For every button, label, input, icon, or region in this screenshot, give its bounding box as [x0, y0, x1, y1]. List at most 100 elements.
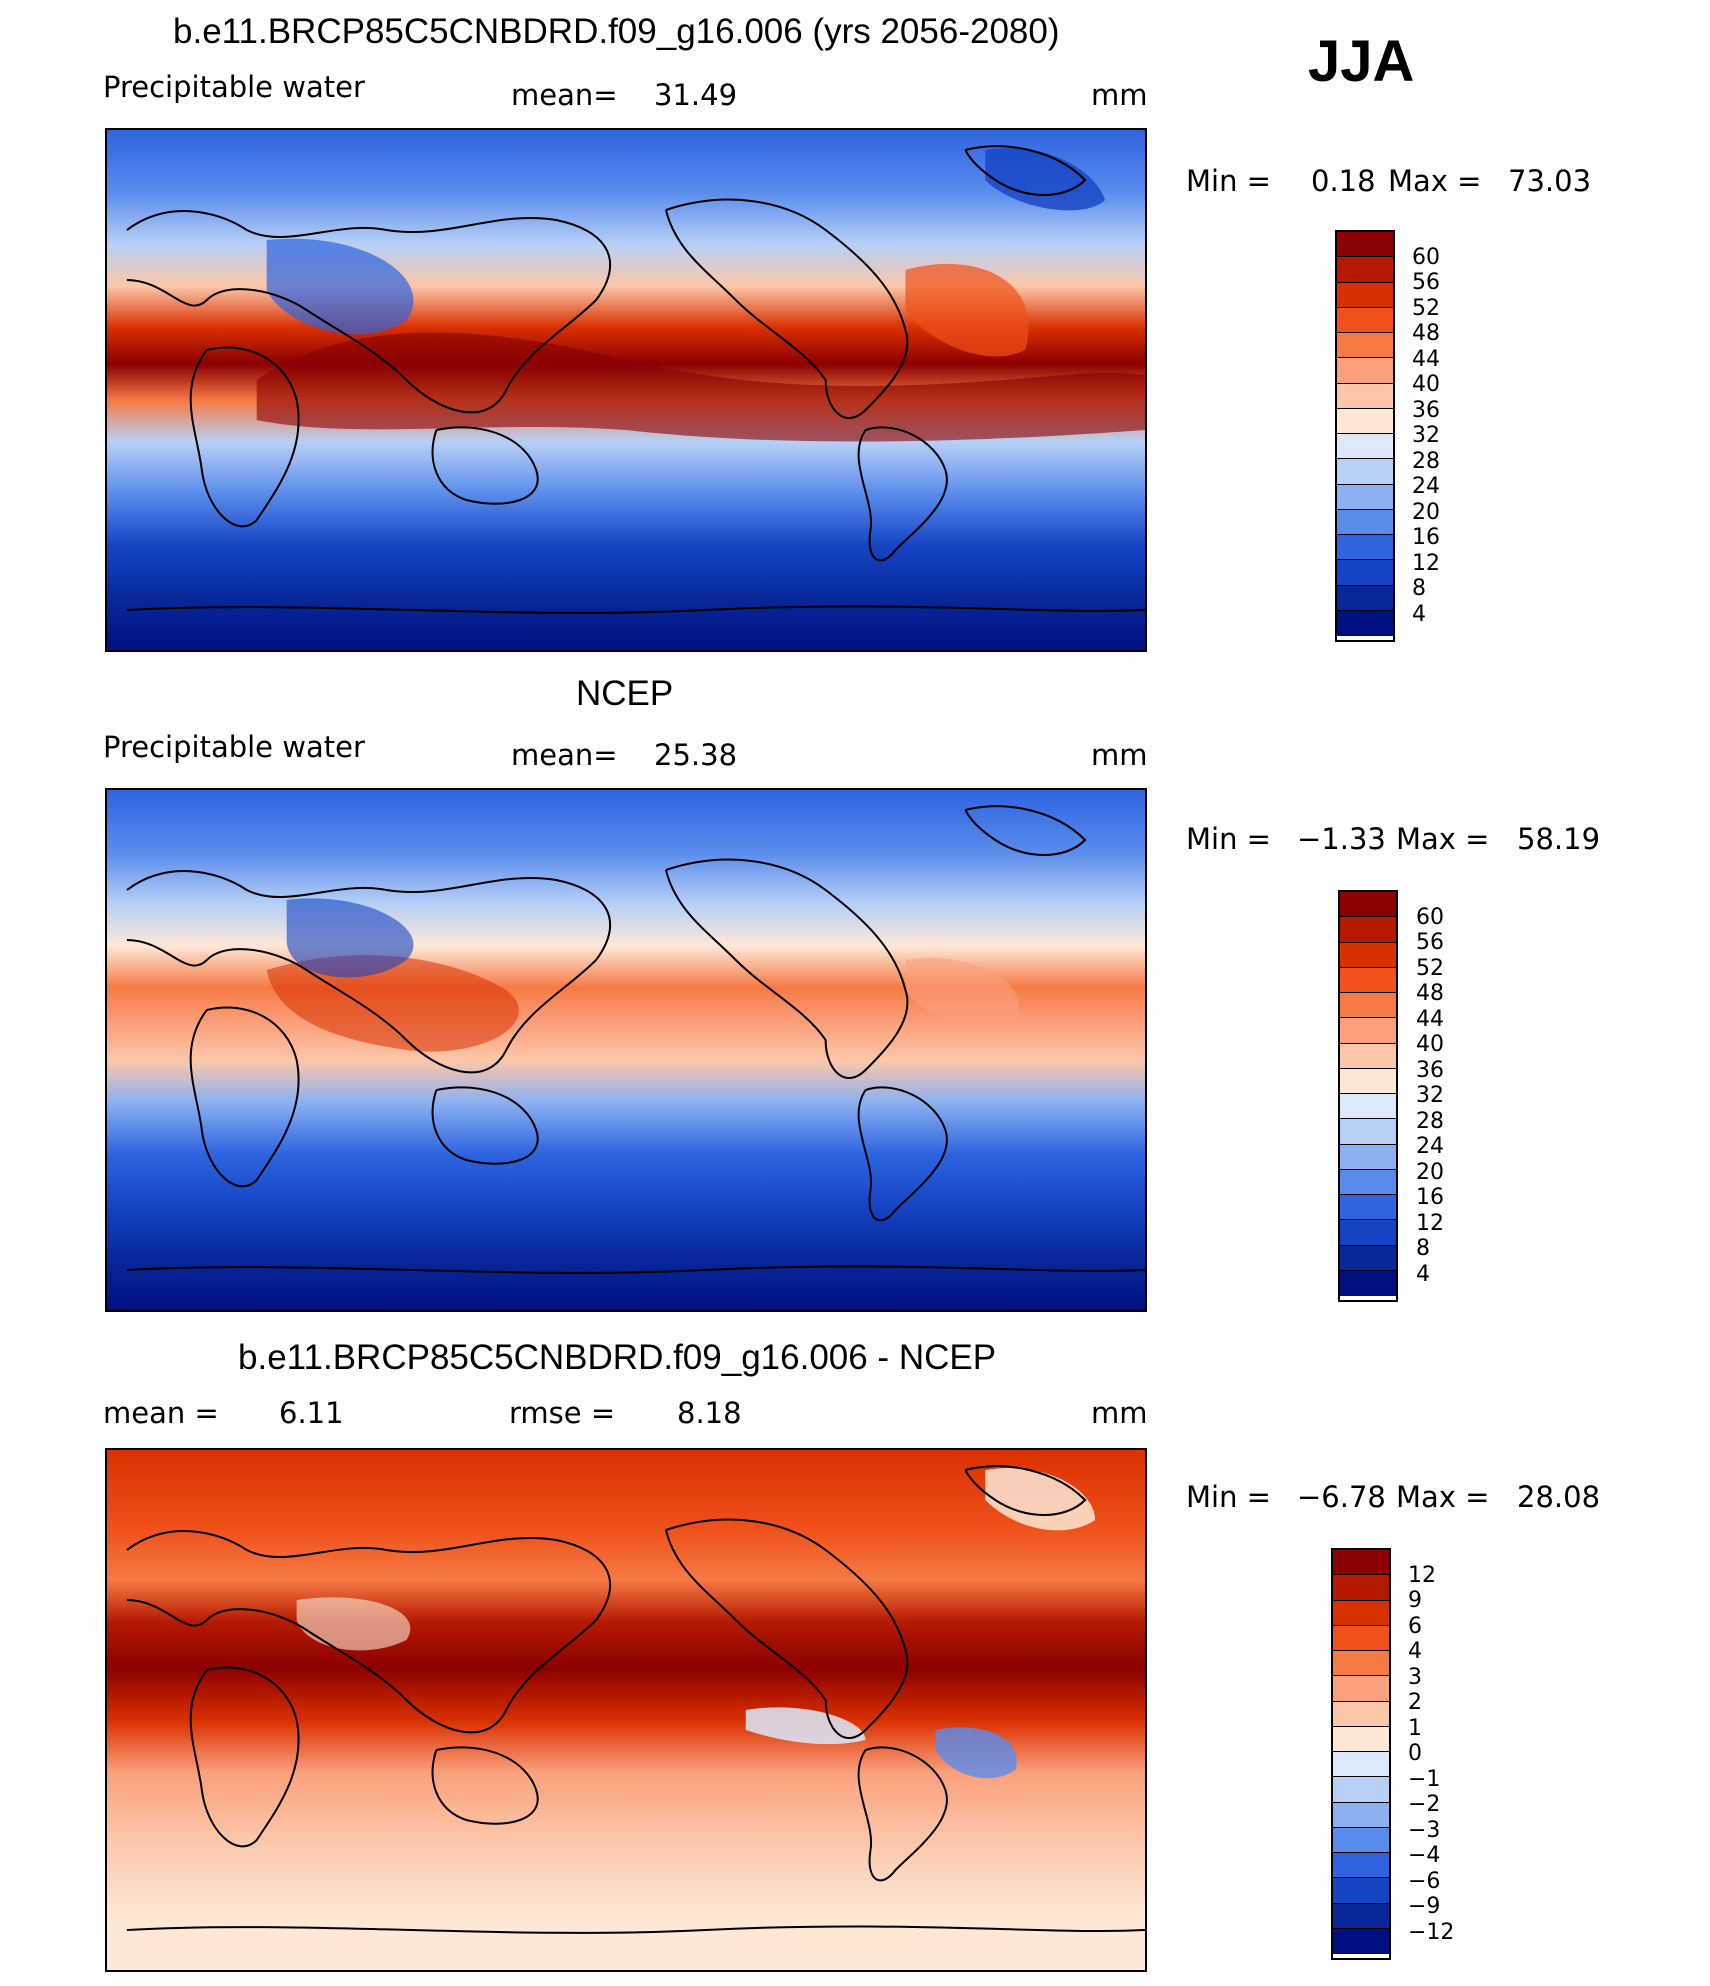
- colorbar-segment: [1333, 1575, 1389, 1601]
- colorbar-tick-label: 60: [1412, 244, 1440, 270]
- panel-1-min-label: Min =: [1186, 164, 1271, 198]
- colorbar-tick-label: −6: [1408, 1868, 1441, 1894]
- panel-1-min-value: 0.18: [1311, 164, 1376, 198]
- colorbar-segment: [1333, 1752, 1389, 1778]
- colorbar-segment: [1340, 1270, 1396, 1296]
- colorbar-tick-label: 16: [1416, 1185, 1444, 1210]
- panel-2-colorbar: [1338, 890, 1398, 1302]
- colorbar-tick-label: 56: [1412, 270, 1440, 295]
- colorbar-segment: [1340, 892, 1396, 918]
- panel-2-units: mm: [1091, 738, 1148, 772]
- colorbar-tick-label: 2: [1408, 1690, 1422, 1715]
- panel-3-min-label: Min =: [1186, 1480, 1271, 1514]
- colorbar-segment: [1340, 993, 1396, 1019]
- colorbar-tick-label: 6: [1408, 1613, 1422, 1639]
- colorbar-tick-label: −4: [1408, 1843, 1441, 1868]
- colorbar-segment: [1340, 1094, 1396, 1120]
- colorbar-segment: [1333, 1651, 1389, 1677]
- colorbar-tick-label: 60: [1416, 904, 1444, 930]
- panel-3-mean-value: 6.11: [279, 1396, 344, 1430]
- colorbar-segment: [1337, 408, 1393, 434]
- colorbar-segment: [1333, 1550, 1389, 1576]
- colorbar-segment: [1337, 484, 1393, 510]
- colorbar-segment: [1340, 1195, 1396, 1221]
- colorbar-tick-label: 36: [1416, 1057, 1444, 1083]
- panel-1-contour-field: [107, 130, 1145, 650]
- colorbar-tick-label: −12: [1408, 1919, 1455, 1945]
- colorbar-tick-label: 12: [1408, 1562, 1436, 1588]
- panel-3-title: b.e11.BRCP85C5CNBDRD.f09_g16.006 - NCEP: [238, 1338, 997, 1377]
- colorbar-segment: [1340, 967, 1396, 993]
- colorbar-segment: [1337, 560, 1393, 586]
- colorbar-tick-label: 36: [1412, 397, 1440, 423]
- colorbar-tick-label: 12: [1416, 1210, 1444, 1236]
- panel-3-colorbar: [1331, 1548, 1391, 1960]
- season-label: JJA: [1308, 29, 1415, 94]
- panel-2-variable: Precipitable water: [103, 730, 365, 764]
- colorbar-tick-label: 44: [1412, 346, 1440, 372]
- colorbar-segment: [1333, 1878, 1389, 1904]
- colorbar-segment: [1333, 1777, 1389, 1803]
- colorbar-tick-label: 48: [1416, 981, 1444, 1006]
- colorbar-segment: [1337, 307, 1393, 333]
- colorbar-segment: [1333, 1928, 1389, 1954]
- colorbar-segment: [1340, 1220, 1396, 1246]
- colorbar-tick-label: 40: [1412, 372, 1440, 397]
- colorbar-segment: [1333, 1701, 1389, 1727]
- panel-3-max-value: 28.08: [1517, 1480, 1601, 1514]
- colorbar-segment: [1333, 1802, 1389, 1828]
- panel-1-max-value: 73.03: [1508, 164, 1592, 198]
- colorbar-tick-label: 32: [1416, 1083, 1444, 1108]
- colorbar-tick-label: 16: [1412, 525, 1440, 550]
- panel-2-min-label: Min =: [1186, 822, 1271, 856]
- panel-2-max-value: 58.19: [1517, 822, 1601, 856]
- colorbar-segment: [1337, 282, 1393, 308]
- colorbar-tick-label: −1: [1408, 1766, 1441, 1792]
- colorbar-tick-label: 8: [1412, 576, 1426, 601]
- colorbar-segment: [1337, 257, 1393, 283]
- panel-2-mean-value: 25.38: [654, 738, 738, 772]
- panel-1-mean-label: mean=: [511, 78, 618, 112]
- panel-2-map: [105, 788, 1147, 1312]
- colorbar-segment: [1340, 942, 1396, 968]
- colorbar-segment: [1340, 1169, 1396, 1195]
- colorbar-tick-label: 3: [1408, 1664, 1422, 1690]
- panel-3-rmse-value: 8.18: [677, 1396, 742, 1430]
- colorbar-tick-label: 44: [1416, 1006, 1444, 1032]
- colorbar-tick-label: 40: [1416, 1032, 1444, 1057]
- panel-1-variable: Precipitable water: [103, 70, 365, 104]
- colorbar-segment: [1337, 535, 1393, 561]
- colorbar-segment: [1337, 333, 1393, 359]
- colorbar-segment: [1340, 1018, 1396, 1044]
- colorbar-segment: [1340, 1144, 1396, 1170]
- panel-2-max-label: Max =: [1396, 822, 1490, 856]
- colorbar-segment: [1340, 1119, 1396, 1145]
- colorbar-tick-label: −2: [1408, 1792, 1441, 1817]
- panel-1-title: b.e11.BRCP85C5CNBDRD.f09_g16.006 (yrs 20…: [173, 12, 1060, 51]
- panel-1-max-label: Max =: [1388, 164, 1482, 198]
- colorbar-tick-label: −9: [1408, 1894, 1441, 1919]
- colorbar-segment: [1337, 459, 1393, 485]
- colorbar-tick-label: 24: [1412, 474, 1440, 499]
- colorbar-tick-label: 20: [1416, 1159, 1444, 1185]
- colorbar-segment: [1333, 1853, 1389, 1879]
- colorbar-segment: [1337, 358, 1393, 384]
- panel-3-contour-field: [107, 1450, 1145, 1970]
- colorbar-segment: [1340, 1068, 1396, 1094]
- colorbar-segment: [1337, 434, 1393, 460]
- colorbar-tick-label: 20: [1412, 499, 1440, 525]
- colorbar-tick-label: 24: [1416, 1134, 1444, 1159]
- panel-3-colorbar-labels: 12 9 6 4 3 2 1 0 −1 −2 −3 −4 −6 −9 −12: [1408, 1548, 1488, 1960]
- panel-3-min-value: −6.78: [1297, 1480, 1386, 1514]
- colorbar-tick-label: 52: [1412, 295, 1440, 321]
- panel-1-mean-value: 31.49: [654, 78, 738, 112]
- colorbar-segment: [1337, 585, 1393, 611]
- colorbar-tick-label: 28: [1412, 448, 1440, 474]
- colorbar-tick-label: 4: [1416, 1261, 1430, 1287]
- colorbar-segment: [1340, 1043, 1396, 1069]
- colorbar-tick-label: 12: [1412, 550, 1440, 576]
- colorbar-segment: [1340, 917, 1396, 943]
- colorbar-segment: [1337, 610, 1393, 636]
- panel-2-min-value: −1.33: [1297, 822, 1386, 856]
- panel-3-map: [105, 1448, 1147, 1972]
